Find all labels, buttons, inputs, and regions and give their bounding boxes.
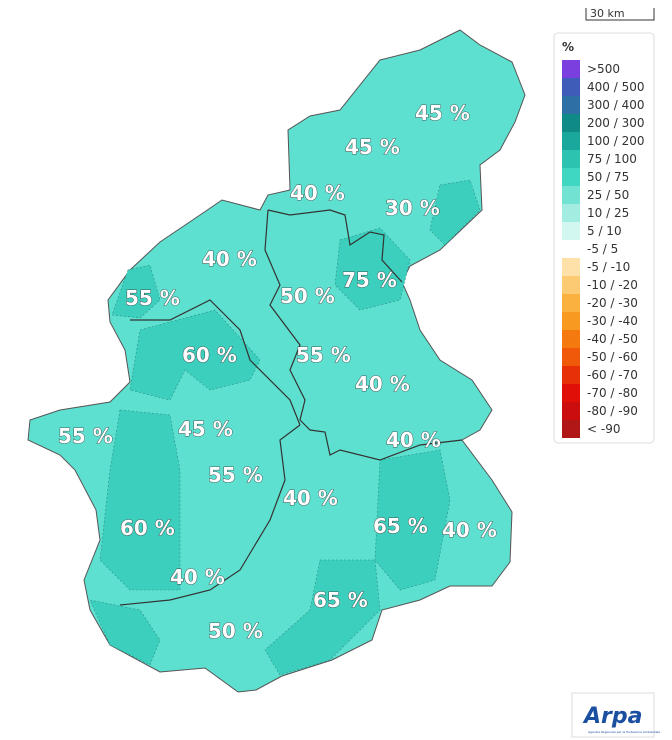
zone-label: 40 % <box>202 247 257 271</box>
province-borders <box>119 209 463 606</box>
zone-label: 45 % <box>345 135 400 159</box>
legend-swatch <box>562 402 580 420</box>
legend-swatch <box>562 312 580 330</box>
legend-swatch <box>562 348 580 366</box>
legend-label: 10 / 25 <box>587 206 629 220</box>
zone-label: 30 % <box>385 196 440 220</box>
zone-label: 60 % <box>120 516 175 540</box>
scale-label: 30 km <box>590 7 625 20</box>
legend-swatch <box>562 150 580 168</box>
legend-swatch <box>562 78 580 96</box>
legend-label: -10 / -20 <box>587 278 638 292</box>
zone-label: 40 % <box>290 181 345 205</box>
legend-label: < -90 <box>587 422 620 436</box>
legend-label: 400 / 500 <box>587 80 644 94</box>
legend-swatch <box>562 114 580 132</box>
legend-label: 200 / 300 <box>587 116 644 130</box>
zone-label: 55 % <box>208 463 263 487</box>
zone-label: 45 % <box>178 417 233 441</box>
legend-label: 100 / 200 <box>587 134 644 148</box>
legend-label: -40 / -50 <box>587 332 638 346</box>
region-outline <box>27 29 526 693</box>
legend-label: 75 / 100 <box>587 152 637 166</box>
legend-swatch <box>562 168 580 186</box>
legend-label: -5 / -10 <box>587 260 630 274</box>
zone-label: 50 % <box>208 619 263 643</box>
legend-label: >500 <box>587 62 620 76</box>
legend: % >500 400 / 500 300 / 400 200 / 300 100 / 2… <box>553 32 655 444</box>
legend-swatch <box>562 366 580 384</box>
legend-swatch <box>562 204 580 222</box>
zone-label: 55 % <box>58 424 113 448</box>
legend-label: -50 / -60 <box>587 350 638 364</box>
zone-label: 50 % <box>280 284 335 308</box>
darker-zones <box>89 179 481 676</box>
logo-name: Arpa <box>582 704 642 729</box>
legend-title: % <box>562 40 574 54</box>
zone-label: 40 % <box>386 428 441 452</box>
legend-label: 25 / 50 <box>587 188 629 202</box>
zone-label: 60 % <box>182 343 237 367</box>
legend-label: -5 / 5 <box>587 242 618 256</box>
legend-swatch <box>562 384 580 402</box>
legend-label: -20 / -30 <box>587 296 638 310</box>
zone-label: 40 % <box>442 518 497 542</box>
legend-label: -60 / -70 <box>587 368 638 382</box>
legend-swatch <box>562 420 580 438</box>
legend-label: 5 / 10 <box>587 224 622 238</box>
legend-swatch <box>562 258 580 276</box>
zone-label: 40 % <box>283 486 338 510</box>
map-labels: 45 %45 %40 %30 %40 %75 %55 % 50 %60 % 55 %… <box>58 101 498 644</box>
scale-bar: 30 km <box>585 7 655 21</box>
logo: Arpa Agenzia Regionale per la Protezione… <box>571 692 660 738</box>
zone-label: 40 % <box>170 565 225 589</box>
legend-swatch <box>562 222 580 240</box>
legend-swatch <box>562 60 580 78</box>
zone-label: 65 % <box>373 514 428 538</box>
logo-box <box>571 692 655 738</box>
legend-swatch <box>562 96 580 114</box>
zone-label: 65 % <box>313 588 368 612</box>
logo-subtitle: Agenzia Regionale per la Protezione Ambi… <box>588 730 660 734</box>
legend-swatch <box>562 240 580 258</box>
zone-label: 55 % <box>296 343 351 367</box>
legend-label: 300 / 400 <box>587 98 644 112</box>
zone-label: 55 % <box>125 286 180 310</box>
legend-swatch <box>562 132 580 150</box>
legend-swatch <box>562 294 580 312</box>
legend-swatch <box>562 330 580 348</box>
zone-label: 75 % <box>342 268 397 292</box>
zone-label: 45 % <box>415 101 470 125</box>
zone-label: 40 % <box>355 372 410 396</box>
legend-label: 50 / 75 <box>587 170 629 184</box>
legend-label: -30 / -40 <box>587 314 638 328</box>
legend-label: -70 / -80 <box>587 386 638 400</box>
legend-swatch <box>562 276 580 294</box>
legend-swatch <box>562 186 580 204</box>
legend-label: -80 / -90 <box>587 404 638 418</box>
